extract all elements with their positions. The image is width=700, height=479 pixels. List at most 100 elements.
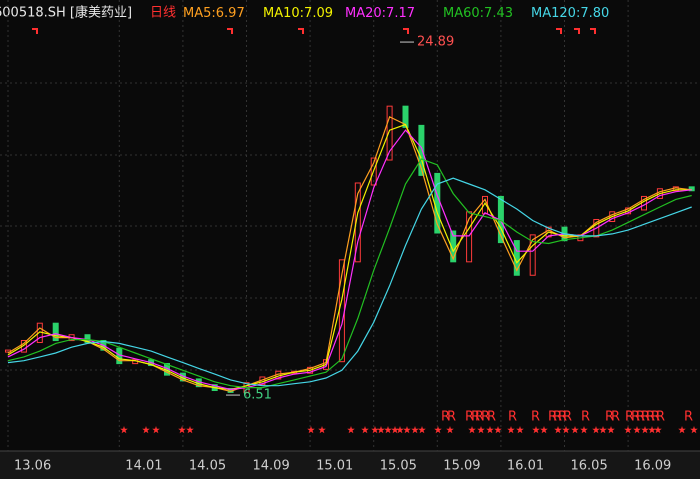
candle [402,105,409,128]
signal-r: R [646,410,655,425]
legend-entry: MA120:7.80 [531,6,609,21]
signal-r: R [636,410,645,425]
candle [609,211,616,222]
legend-name: MA120 [531,6,576,21]
signal-star [468,426,476,434]
legend-entry: MA10:7.09 [263,6,333,21]
period: 日线 [150,6,176,21]
ma-line [7,177,692,387]
signal-star [418,426,426,434]
signal-star [690,426,698,434]
signal-r: R [631,410,640,425]
signal-r: R [656,410,665,425]
signal-star [641,426,649,434]
low-label: 6.51 [243,388,272,403]
signal-star [434,426,442,434]
candle [418,124,425,176]
signal-star [186,426,194,434]
signal-star [152,426,160,434]
legend-value: 7.17 [386,6,415,21]
x-tick-label: 15.05 [380,459,417,474]
legend-name: MA5 [183,6,211,21]
signal-star [120,426,128,434]
signal-r: R [563,410,572,425]
signal-r: R [558,410,567,425]
legend-name: MA10 [263,6,300,21]
signal-star [361,426,369,434]
candle [593,218,600,238]
candle [625,207,632,215]
legend-entry: MA5:6.97 [183,6,245,21]
signal-r: R [487,410,496,425]
legend-separator: : [382,6,386,21]
legend-entry: MA20:7.17 [345,6,415,21]
signal-star [494,426,502,434]
signal-r: R [531,410,540,425]
signal-star [580,426,588,434]
candle [84,334,91,343]
signal-star [403,426,411,434]
signal-star [678,426,686,434]
signal-star [624,426,632,434]
signal-r: R [465,410,474,425]
signal-star [516,426,524,434]
signal-star [599,426,607,434]
signal-star [562,426,570,434]
signal-star [607,426,615,434]
candle [529,234,536,276]
signal-r: R [471,410,480,425]
candle [354,182,361,263]
candle [370,157,377,186]
legend-separator: : [211,6,215,21]
x-tick-label: 16.01 [507,459,544,474]
signal-r: R [605,410,614,425]
x-tick-label: 14.05 [189,459,226,474]
signal-star [307,426,315,434]
signal-star [446,426,454,434]
signal-r: R [447,410,456,425]
signal-r: R [508,410,517,425]
signal-star [377,426,385,434]
signal-r: R [625,410,634,425]
signal-star [411,426,419,434]
signal-r: R [611,410,620,425]
signal-star [486,426,494,434]
stock-code: 600518.SH [康美药业] [0,5,132,21]
high-label: 24.89 [417,35,454,50]
signal-star [507,426,515,434]
signal-star [532,426,540,434]
candle [386,105,393,161]
signal-star [371,426,379,434]
signal-r: R [684,410,693,425]
x-tick-label: 16.05 [571,459,608,474]
signal-star [142,426,150,434]
signal-star [571,426,579,434]
x-tick-label: 13.06 [14,459,51,474]
legend-separator: : [576,6,580,21]
legend-separator: : [300,6,304,21]
top-flags [32,28,596,34]
signal-r: R [553,410,562,425]
signal-star [384,426,392,434]
candle [688,186,695,192]
flag-marks [32,28,596,34]
legend-value: 7.43 [484,6,513,21]
legend-separator: : [480,6,484,21]
legend-value: 6.97 [216,6,245,21]
x-axis-band [0,451,700,479]
signal-star [318,426,326,434]
x-tick-label: 15.01 [316,459,353,474]
signal-r: R [581,410,590,425]
signal-r: R [481,410,490,425]
x-tick-label: 14.01 [125,459,162,474]
signal-star [477,426,485,434]
legend-name: MA60 [443,6,480,21]
signal-r: R [651,410,660,425]
x-tick-label: 14.09 [253,459,290,474]
candle [466,211,473,263]
legend-value: 7.80 [580,6,609,21]
legend-value: 7.09 [304,6,333,21]
signal-star [347,426,355,434]
